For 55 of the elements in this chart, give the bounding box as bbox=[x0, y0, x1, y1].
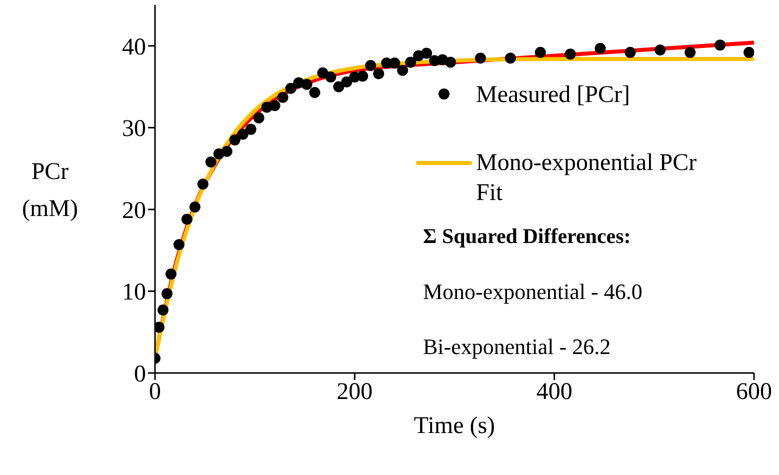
point bbox=[389, 58, 400, 69]
y-tick-label: 10 bbox=[122, 280, 146, 306]
point bbox=[221, 146, 232, 157]
point bbox=[229, 134, 240, 146]
point bbox=[474, 52, 486, 64]
x-tick-label: 400 bbox=[536, 379, 572, 406]
x-tick-label: 200 bbox=[336, 379, 373, 406]
point bbox=[161, 288, 172, 300]
point bbox=[405, 56, 416, 68]
point bbox=[534, 46, 546, 58]
point bbox=[421, 48, 432, 59]
point bbox=[564, 48, 576, 60]
point bbox=[397, 64, 408, 76]
point bbox=[197, 178, 208, 190]
annotation: Mono-exponential - 46.0 bbox=[423, 279, 642, 305]
x-axis-title: Time (s) bbox=[414, 413, 496, 439]
point bbox=[277, 92, 288, 103]
point bbox=[317, 67, 328, 78]
point bbox=[165, 268, 176, 280]
point bbox=[365, 60, 376, 72]
point bbox=[245, 124, 256, 135]
legend-label: Mono-exponential PCr Fit bbox=[476, 149, 698, 208]
point bbox=[189, 201, 200, 212]
x-tick-label: 600 bbox=[736, 379, 772, 406]
y-tick-label: 0 bbox=[134, 362, 146, 388]
point bbox=[654, 44, 666, 56]
point bbox=[714, 40, 726, 51]
point bbox=[285, 82, 296, 94]
point bbox=[173, 239, 184, 250]
point bbox=[269, 100, 280, 112]
point bbox=[445, 56, 456, 68]
point bbox=[301, 78, 312, 90]
point bbox=[181, 214, 192, 225]
point bbox=[157, 304, 168, 316]
annotation: Σ Squared Differences: bbox=[423, 224, 631, 249]
point bbox=[373, 68, 384, 80]
point bbox=[594, 42, 606, 54]
annotation: Bi-exponential - 26.2 bbox=[423, 334, 611, 360]
point bbox=[237, 128, 248, 140]
point bbox=[744, 46, 754, 58]
point bbox=[325, 71, 336, 82]
y-tick-label: 30 bbox=[122, 116, 146, 142]
point bbox=[504, 52, 516, 64]
point bbox=[357, 70, 368, 82]
point bbox=[205, 156, 216, 168]
y-tick-label: 40 bbox=[122, 34, 146, 60]
point bbox=[309, 87, 320, 98]
y-tick-label: 20 bbox=[122, 198, 146, 224]
point bbox=[253, 112, 264, 124]
legend-label: Measured [PCr] bbox=[476, 81, 631, 110]
y-axis-title: PCr (mM) bbox=[21, 158, 79, 224]
point bbox=[624, 46, 636, 58]
point bbox=[684, 46, 696, 58]
point bbox=[333, 81, 344, 92]
point bbox=[341, 76, 352, 88]
